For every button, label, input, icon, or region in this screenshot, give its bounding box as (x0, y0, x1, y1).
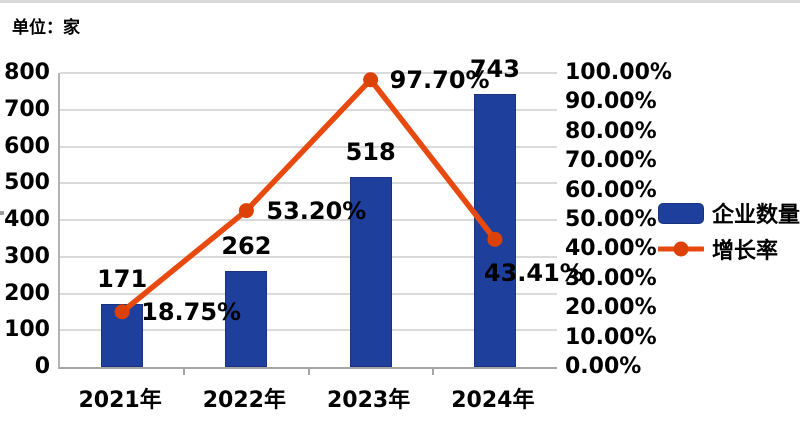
right-axis-tick: 10.00% (565, 324, 657, 350)
right-axis-tick: 20.00% (565, 295, 657, 321)
left-axis-tick: 800 (4, 60, 50, 85)
bar-value-label: 171 (97, 265, 148, 294)
gridline (60, 329, 557, 332)
x-axis-label: 2023年 (327, 388, 411, 413)
bar-2024年 (473, 93, 516, 367)
right-axis-tick: 30.00% (565, 265, 657, 291)
line-value-label: 18.75% (141, 297, 242, 326)
right-axis-tick: 90.00% (565, 89, 657, 115)
legend-label-bar: 企业数量 (712, 203, 800, 228)
x-axis-label: 2024年 (451, 388, 535, 413)
line-value-label: 53.20% (266, 196, 367, 225)
x-axis-label: 2022年 (202, 388, 286, 413)
left-axis-tick: 400 (4, 207, 50, 232)
x-axis-tick-mark (431, 367, 434, 375)
line-swatch-icon (656, 240, 706, 258)
line-series (114, 72, 503, 320)
line-marker (114, 304, 130, 320)
right-axis-tick: 100.00% (565, 60, 672, 85)
bar-2022年 (225, 270, 268, 367)
plot-area: 171 262 518 743 18.75% 53.20% 97.70% 43.41% (58, 56, 584, 375)
bar-value-label: 518 (345, 137, 396, 166)
unit-label: 单位：家 (12, 18, 80, 38)
left-axis-tick: 500 (4, 170, 50, 196)
left-axis-tick: 300 (4, 243, 50, 269)
bar-2023年 (349, 176, 392, 367)
bar-value-label: 262 (221, 231, 272, 260)
legend-item-line: 增长率 (656, 234, 800, 264)
gridline (60, 72, 557, 74)
right-axis-tick: 60.00% (565, 177, 657, 203)
gridline (60, 108, 557, 111)
left-axis-tick: 200 (4, 280, 50, 306)
line-marker (363, 72, 379, 88)
x-axis-tick-mark (307, 367, 310, 375)
right-axis-tick: 70.00% (565, 148, 657, 174)
line-marker (238, 203, 254, 219)
legend-item-bar: 企业数量 (658, 198, 800, 228)
gridline (60, 292, 557, 295)
right-axis-tick: 80.00% (565, 118, 657, 144)
line-marker (487, 231, 503, 247)
bar-swatch-icon (658, 202, 704, 224)
legend-label-line: 增长率 (712, 239, 779, 264)
top-edge-artifact (0, 0, 800, 3)
left-axis-tick: 700 (4, 96, 50, 122)
right-axis-tick: 50.00% (565, 207, 657, 232)
gridline (60, 219, 557, 221)
gridline (60, 255, 557, 258)
right-axis-tick: 0.00% (565, 354, 642, 379)
left-axis-tick: 600 (4, 133, 50, 159)
bar-value-label: 743 (469, 54, 520, 83)
gridline (60, 182, 557, 185)
line-value-label: 43.41% (483, 259, 584, 288)
x-axis-tick-mark (183, 367, 186, 375)
left-edge-artifact (0, 211, 4, 215)
left-axis-tick: 0 (34, 354, 50, 379)
left-axis-tick: 100 (4, 317, 50, 343)
right-axis-tick: 40.00% (565, 236, 657, 262)
line-value-label: 97.70% (389, 65, 490, 94)
legend: 企业数量 增长率 (656, 198, 800, 270)
x-axis-label: 2021年 (78, 388, 162, 413)
